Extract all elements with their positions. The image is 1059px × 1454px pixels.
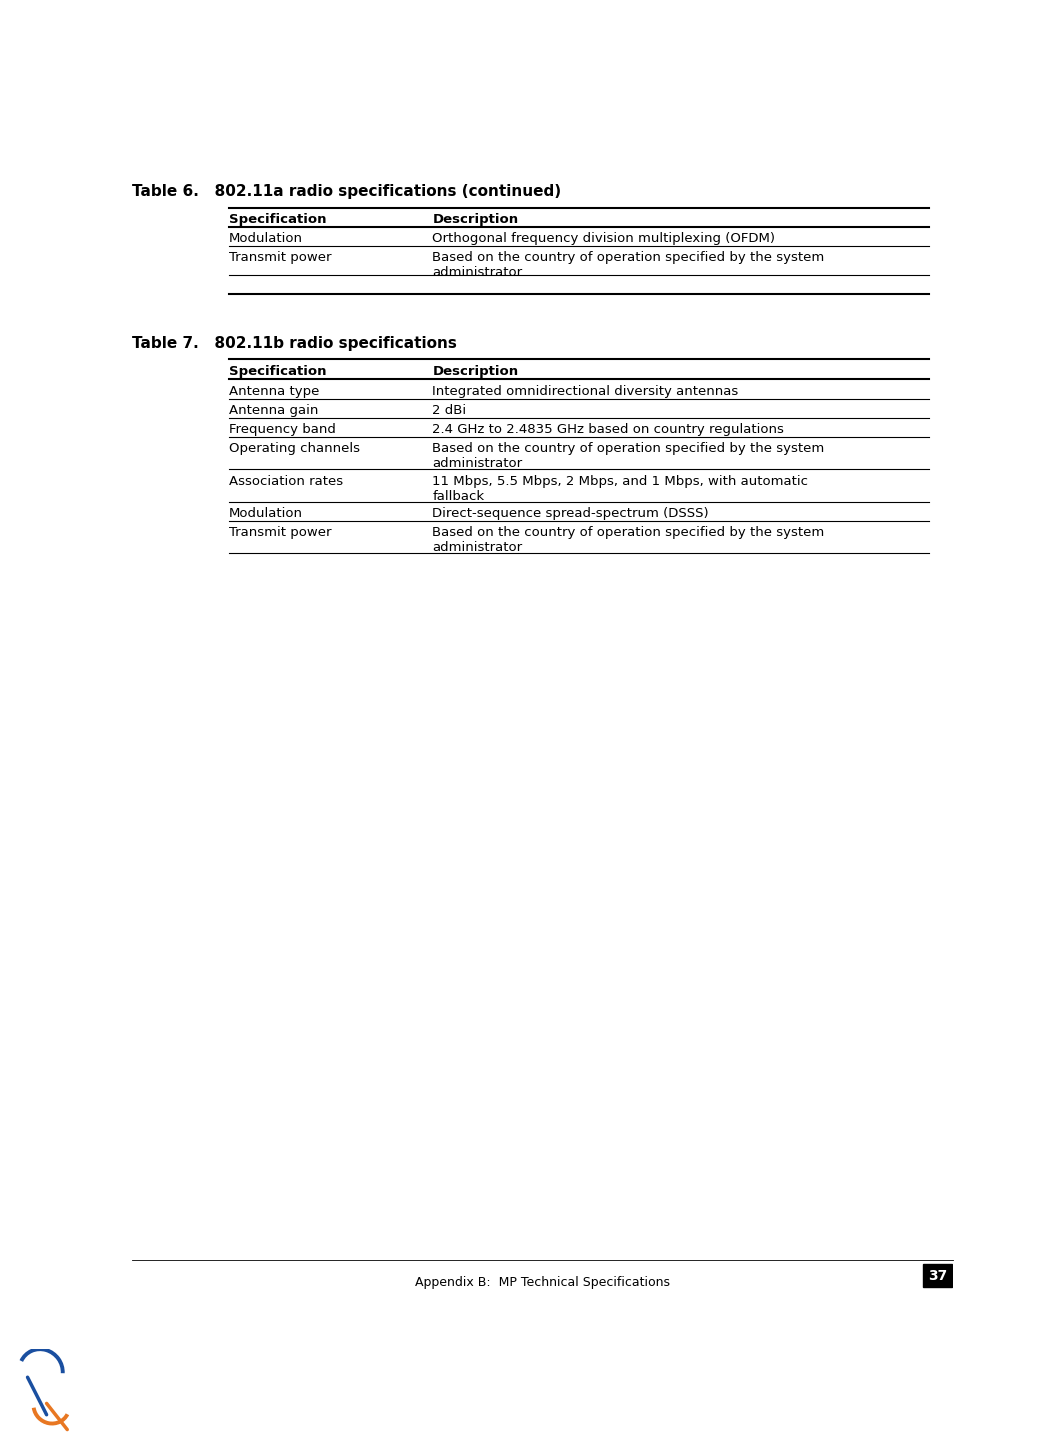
Text: Antenna type: Antenna type: [229, 385, 320, 398]
Text: Antenna gain: Antenna gain: [229, 404, 319, 417]
Text: 37: 37: [928, 1268, 947, 1282]
Text: Description: Description: [432, 365, 519, 378]
Text: Direct-sequence spread-spectrum (DSSS): Direct-sequence spread-spectrum (DSSS): [432, 507, 708, 521]
Text: Modulation: Modulation: [229, 507, 303, 521]
Text: Based on the country of operation specified by the system
administrator: Based on the country of operation specif…: [432, 442, 825, 471]
Text: Appendix B:  MP Technical Specifications: Appendix B: MP Technical Specifications: [415, 1275, 670, 1288]
Text: Table 7.   802.11b radio specifications: Table 7. 802.11b radio specifications: [132, 336, 457, 352]
Text: Transmit power: Transmit power: [229, 252, 331, 265]
FancyBboxPatch shape: [922, 1264, 952, 1287]
Text: Description: Description: [432, 212, 519, 225]
Text: Specification: Specification: [229, 365, 327, 378]
Text: Based on the country of operation specified by the system
administrator: Based on the country of operation specif…: [432, 526, 825, 554]
Text: Based on the country of operation specified by the system
administrator: Based on the country of operation specif…: [432, 252, 825, 279]
Text: Orthogonal frequency division multiplexing (OFDM): Orthogonal frequency division multiplexi…: [432, 233, 775, 246]
Text: Modulation: Modulation: [229, 233, 303, 246]
Text: 2 dBi: 2 dBi: [432, 404, 466, 417]
Text: Integrated omnidirectional diversity antennas: Integrated omnidirectional diversity ant…: [432, 385, 738, 398]
Text: 11 Mbps, 5.5 Mbps, 2 Mbps, and 1 Mbps, with automatic
fallback: 11 Mbps, 5.5 Mbps, 2 Mbps, and 1 Mbps, w…: [432, 475, 808, 503]
Text: Table 6.   802.11a radio specifications (continued): Table 6. 802.11a radio specifications (c…: [132, 183, 561, 199]
Text: Frequency band: Frequency band: [229, 423, 336, 436]
Text: Association rates: Association rates: [229, 475, 343, 487]
Text: Operating channels: Operating channels: [229, 442, 360, 455]
Text: 2.4 GHz to 2.4835 GHz based on country regulations: 2.4 GHz to 2.4835 GHz based on country r…: [432, 423, 784, 436]
Text: Specification: Specification: [229, 212, 327, 225]
Text: Transmit power: Transmit power: [229, 526, 331, 539]
